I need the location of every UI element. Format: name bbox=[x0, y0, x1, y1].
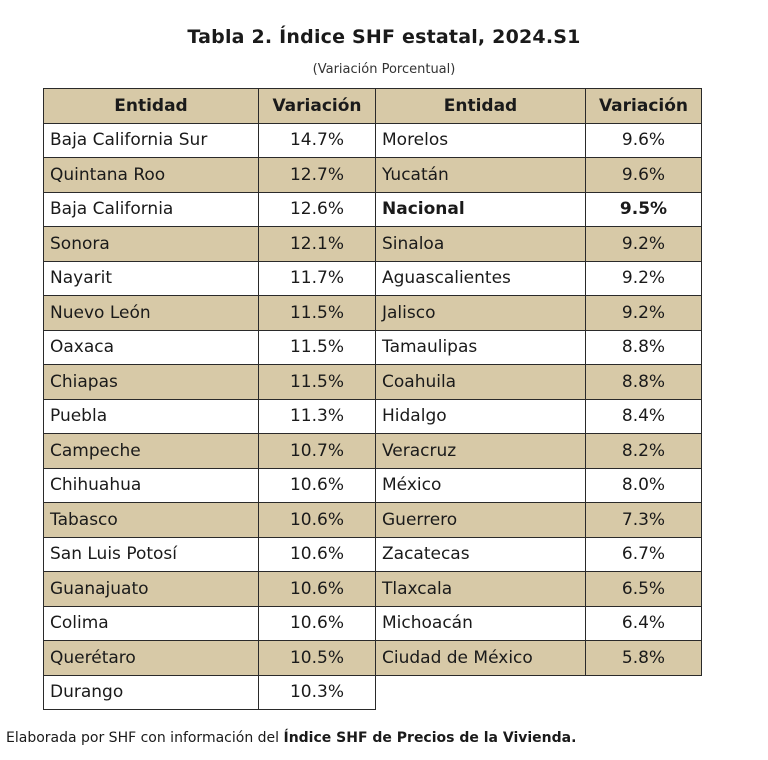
right-entidad-cell: Tlaxcala bbox=[375, 571, 586, 607]
right-variacion-cell: 9.6% bbox=[585, 157, 702, 193]
right-variacion-cell: 7.3% bbox=[585, 502, 702, 538]
state-index-table: Entidad Variación Entidad Variación Baja… bbox=[43, 88, 702, 710]
right-variacion-cell: 9.2% bbox=[585, 295, 702, 331]
right-entidad-cell: Sinaloa bbox=[375, 226, 586, 262]
left-variacion-cell: 14.7% bbox=[258, 122, 376, 158]
left-entidad-cell: Querétaro bbox=[43, 640, 259, 676]
right-entidad-cell: Jalisco bbox=[375, 295, 586, 331]
left-entidad-cell: Chiapas bbox=[43, 364, 259, 400]
left-variacion-cell: 10.6% bbox=[258, 571, 376, 607]
left-entidad-cell: Nayarit bbox=[43, 260, 259, 296]
right-variacion-cell: 9.2% bbox=[585, 226, 702, 262]
table-row: San Luis Potosí 10.6% Zacatecas 6.7% bbox=[43, 536, 702, 572]
right-entidad-cell: Nacional bbox=[375, 191, 586, 227]
right-variacion-cell: 8.8% bbox=[585, 329, 702, 365]
left-variacion-cell: 11.5% bbox=[258, 364, 376, 400]
right-variacion-cell: 6.5% bbox=[585, 571, 702, 607]
right-entidad-cell: Aguascalientes bbox=[375, 260, 586, 296]
right-variacion-cell: 6.7% bbox=[585, 536, 702, 572]
table-row: Guanajuato 10.6% Tlaxcala 6.5% bbox=[43, 571, 702, 607]
right-entidad-cell: Michoacán bbox=[375, 605, 586, 641]
table-row: Chihuahua 10.6% México 8.0% bbox=[43, 467, 702, 503]
left-variacion-cell: 10.3% bbox=[258, 674, 376, 710]
left-variacion-cell: 11.5% bbox=[258, 295, 376, 331]
right-variacion-cell: 9.2% bbox=[585, 260, 702, 296]
left-entidad-cell: Colima bbox=[43, 605, 259, 641]
header-variacion-right: Variación bbox=[585, 88, 702, 124]
left-variacion-cell: 11.5% bbox=[258, 329, 376, 365]
left-variacion-cell: 10.6% bbox=[258, 605, 376, 641]
header-row: Entidad Variación Entidad Variación bbox=[43, 88, 702, 124]
left-entidad-cell: Baja California Sur bbox=[43, 122, 259, 158]
table-title: Tabla 2. Índice SHF estatal, 2024.S1 bbox=[187, 26, 581, 48]
left-variacion-cell: 10.6% bbox=[258, 502, 376, 538]
left-variacion-cell: 11.3% bbox=[258, 398, 376, 434]
left-variacion-cell: 12.1% bbox=[258, 226, 376, 262]
table-row: Querétaro 10.5% Ciudad de México 5.8% bbox=[43, 640, 702, 676]
source-note-bold: Índice SHF de Precios de la Vivienda. bbox=[283, 730, 577, 746]
header-entidad-left: Entidad bbox=[43, 88, 259, 124]
left-entidad-cell: Puebla bbox=[43, 398, 259, 434]
table-row: Oaxaca 11.5% Tamaulipas 8.8% bbox=[43, 329, 702, 365]
table-row: Durango 10.3% bbox=[43, 674, 702, 710]
table-row: Chiapas 11.5% Coahuila 8.8% bbox=[43, 364, 702, 400]
table-row: Puebla 11.3% Hidalgo 8.4% bbox=[43, 398, 702, 434]
left-entidad-cell: Chihuahua bbox=[43, 467, 259, 503]
right-variacion-cell: 9.6% bbox=[585, 122, 702, 158]
right-variacion-cell: 8.8% bbox=[585, 364, 702, 400]
left-entidad-cell: Durango bbox=[43, 674, 259, 710]
left-entidad-cell: Nuevo León bbox=[43, 295, 259, 331]
right-entidad-cell: Guerrero bbox=[375, 502, 586, 538]
right-entidad-cell: Veracruz bbox=[375, 433, 586, 469]
right-variacion-cell: 6.4% bbox=[585, 605, 702, 641]
left-variacion-cell: 10.5% bbox=[258, 640, 376, 676]
header-variacion-left: Variación bbox=[258, 88, 376, 124]
table-row: Colima 10.6% Michoacán 6.4% bbox=[43, 605, 702, 641]
right-entidad-cell: Ciudad de México bbox=[375, 640, 586, 676]
table-row: Baja California 12.6% Nacional 9.5% bbox=[43, 191, 702, 227]
left-entidad-cell: Oaxaca bbox=[43, 329, 259, 365]
right-variacion-cell: 9.5% bbox=[585, 191, 702, 227]
left-entidad-cell: Guanajuato bbox=[43, 571, 259, 607]
empty-cell bbox=[375, 675, 702, 710]
table-row: Campeche 10.7% Veracruz 8.2% bbox=[43, 433, 702, 469]
table-row: Baja California Sur 14.7% Morelos 9.6% bbox=[43, 122, 702, 158]
right-entidad-cell: México bbox=[375, 467, 586, 503]
right-variacion-cell: 8.2% bbox=[585, 433, 702, 469]
right-entidad-cell: Zacatecas bbox=[375, 536, 586, 572]
header-entidad-right: Entidad bbox=[375, 88, 586, 124]
table-subtitle: (Variación Porcentual) bbox=[312, 62, 456, 77]
table-row: Sonora 12.1% Sinaloa 9.2% bbox=[43, 226, 702, 262]
right-entidad-cell: Yucatán bbox=[375, 157, 586, 193]
left-entidad-cell: Tabasco bbox=[43, 502, 259, 538]
left-entidad-cell: Baja California bbox=[43, 191, 259, 227]
left-variacion-cell: 11.7% bbox=[258, 260, 376, 296]
left-variacion-cell: 10.6% bbox=[258, 467, 376, 503]
table-row: Nuevo León 11.5% Jalisco 9.2% bbox=[43, 295, 702, 331]
source-note: Elaborada por SHF con información del Ín… bbox=[6, 730, 576, 746]
left-variacion-cell: 12.7% bbox=[258, 157, 376, 193]
right-entidad-cell: Tamaulipas bbox=[375, 329, 586, 365]
table-row: Tabasco 10.6% Guerrero 7.3% bbox=[43, 502, 702, 538]
table-body: Entidad Variación Entidad Variación Baja… bbox=[43, 88, 702, 710]
right-entidad-cell: Coahuila bbox=[375, 364, 586, 400]
left-variacion-cell: 10.6% bbox=[258, 536, 376, 572]
left-variacion-cell: 12.6% bbox=[258, 191, 376, 227]
right-entidad-cell: Hidalgo bbox=[375, 398, 586, 434]
right-variacion-cell: 5.8% bbox=[585, 640, 702, 676]
left-entidad-cell: San Luis Potosí bbox=[43, 536, 259, 572]
right-entidad-cell: Morelos bbox=[375, 122, 586, 158]
right-variacion-cell: 8.0% bbox=[585, 467, 702, 503]
left-entidad-cell: Quintana Roo bbox=[43, 157, 259, 193]
left-variacion-cell: 10.7% bbox=[258, 433, 376, 469]
left-entidad-cell: Campeche bbox=[43, 433, 259, 469]
table-row: Quintana Roo 12.7% Yucatán 9.6% bbox=[43, 157, 702, 193]
left-entidad-cell: Sonora bbox=[43, 226, 259, 262]
right-variacion-cell: 8.4% bbox=[585, 398, 702, 434]
source-note-prefix: Elaborada por SHF con información del bbox=[6, 730, 284, 746]
table-row: Nayarit 11.7% Aguascalientes 9.2% bbox=[43, 260, 702, 296]
